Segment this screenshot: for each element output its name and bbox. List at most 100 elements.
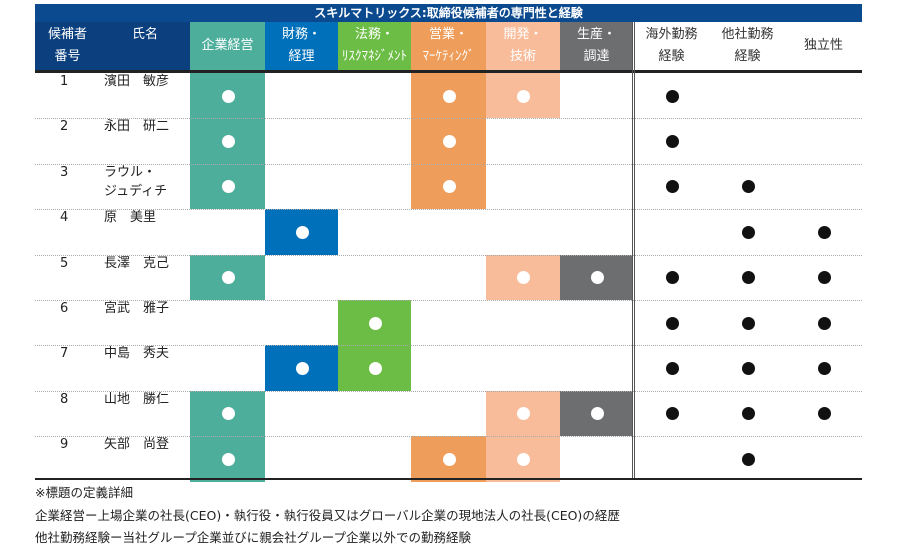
row-separator — [35, 254, 862, 256]
experience-cell — [633, 73, 710, 118]
header-experience-1: 海外勤務 経験 — [633, 22, 710, 70]
white-dot-icon — [368, 316, 382, 330]
experience-cell — [633, 118, 710, 163]
skill-cell — [411, 163, 486, 210]
header-skill-4-label: 営業・ — [428, 27, 468, 42]
candidate-name-line: 中島 秀夫 — [104, 346, 170, 362]
row-separator — [35, 300, 862, 301]
experience-cell — [633, 255, 710, 300]
header-experience-2-label: 経験 — [734, 49, 761, 64]
header-experience-3-label: 独立性 — [803, 38, 843, 53]
header-skill-4: 営業・ ﾏｰｹﾃｨﾝｸﾞ — [411, 22, 486, 70]
white-dot-icon — [442, 452, 456, 466]
skill-cell — [190, 118, 265, 164]
skill-cell — [486, 390, 560, 437]
matrix-title: スキルマトリックス:取締役候補者の専門性と経験 — [35, 4, 862, 22]
black-dot-icon — [665, 407, 679, 421]
header-skill-5-label: 技術 — [509, 49, 536, 64]
black-dot-icon — [817, 407, 831, 421]
candidate-name-line: 宮武 雅子 — [104, 301, 170, 316]
skill-cell — [265, 209, 338, 255]
header-name: 氏名 — [100, 22, 190, 72]
candidate-name: 永田 研二 — [104, 117, 169, 136]
header-skill-5-label: 開発・ — [503, 27, 543, 42]
white-dot-icon — [590, 271, 604, 285]
skill-cell — [411, 73, 486, 119]
candidate-name: 山地 勝仁 — [104, 390, 169, 409]
white-dot-icon — [590, 407, 604, 421]
white-dot-icon — [517, 452, 530, 466]
black-dot-icon — [665, 135, 679, 149]
skill-cell — [560, 254, 633, 300]
candidate-name: ラウル・ ジュディチ — [104, 163, 167, 201]
candidate-number: 6 — [60, 301, 69, 316]
candidate-name-line: 永田 研二 — [104, 119, 170, 135]
row-separator — [35, 345, 862, 347]
skill-cell — [411, 436, 486, 482]
header-skill-1-label: 企業経営 — [201, 38, 254, 53]
divider-line — [632, 22, 635, 479]
bottom-rule — [35, 478, 862, 480]
skill-cell — [190, 163, 265, 210]
white-dot-icon — [517, 271, 530, 285]
candidate-number: 9 — [60, 437, 69, 453]
black-dot-icon — [665, 180, 679, 194]
black-dot-icon — [817, 271, 831, 285]
header-experience-2-label: 他社勤務 — [721, 27, 774, 42]
header-skill-6-label: 生産・ — [576, 27, 616, 42]
white-dot-icon — [221, 452, 235, 466]
skill-cell — [190, 436, 265, 482]
black-dot-icon — [741, 271, 755, 285]
black-dot-icon — [741, 407, 755, 421]
experience-cell — [785, 391, 862, 436]
candidate-name: 原 美里 — [104, 208, 156, 227]
skill-cell — [486, 254, 560, 300]
black-dot-icon — [665, 316, 679, 330]
header-skill-6: 生産・ 調達 — [560, 22, 633, 70]
experience-cell — [710, 436, 785, 481]
header-skill-2-label: 経理 — [288, 49, 315, 64]
candidate-number: 8 — [60, 391, 69, 407]
white-dot-icon — [517, 407, 530, 421]
black-dot-icon — [741, 225, 755, 239]
candidate-name: 濱田 敏彦 — [104, 72, 169, 91]
skill-cell — [190, 254, 265, 300]
candidate-name-line: 原 美里 — [104, 210, 157, 226]
skill-cell — [560, 390, 633, 437]
experience-cell — [785, 255, 862, 300]
header-number-label: 候補者 — [47, 27, 87, 42]
black-dot-icon — [817, 316, 831, 330]
candidate-number: 3 — [60, 164, 69, 180]
experience-cell — [710, 164, 785, 209]
candidate-name-line: 長澤 克己 — [104, 255, 170, 271]
candidate-name: 中島 秀夫 — [104, 344, 169, 363]
header-number-label: 番号 — [54, 49, 81, 64]
candidate-name-line: ラウル・ — [104, 164, 157, 180]
white-dot-icon — [295, 225, 309, 239]
white-dot-icon — [442, 89, 456, 103]
experience-cell — [710, 209, 785, 254]
header-experience-3: 独立性 — [785, 22, 862, 70]
experience-cell — [785, 209, 862, 254]
note-management: 企業経営ー上場企業の社長(CEO)・執行役・執行役員又はグローバル企業の現地法人… — [35, 508, 620, 523]
experience-cell — [633, 391, 710, 436]
skill-cell — [411, 118, 486, 164]
row-separator — [35, 436, 862, 438]
black-dot-icon — [741, 316, 755, 330]
header-name-label: 氏名 — [131, 27, 158, 42]
white-dot-icon — [368, 362, 382, 376]
experience-cell — [633, 164, 710, 209]
skill-cell — [486, 436, 560, 482]
black-dot-icon — [665, 271, 679, 285]
black-dot-icon — [741, 180, 755, 194]
white-dot-icon — [442, 135, 456, 149]
header-row: 候補者 番号 氏名 企業経営 財務・ 経理 法務・ ﾘｽｸﾏﾈｼﾞﾒﾝﾄ 営業・ ﾏｰｹﾃｨﾝｸﾞ… — [35, 22, 862, 73]
header-experience-1-label: 経験 — [658, 49, 685, 64]
candidate-name: 宮武 雅子 — [104, 299, 169, 318]
notes-heading: ※標題の定義詳細 — [35, 485, 133, 500]
header-skill-2: 財務・ 経理 — [265, 22, 338, 70]
white-dot-icon — [442, 180, 456, 194]
header-experience-2: 他社勤務 経験 — [710, 22, 785, 70]
candidate-number: 7 — [60, 346, 69, 362]
candidate-name: 矢部 尚登 — [104, 435, 169, 454]
